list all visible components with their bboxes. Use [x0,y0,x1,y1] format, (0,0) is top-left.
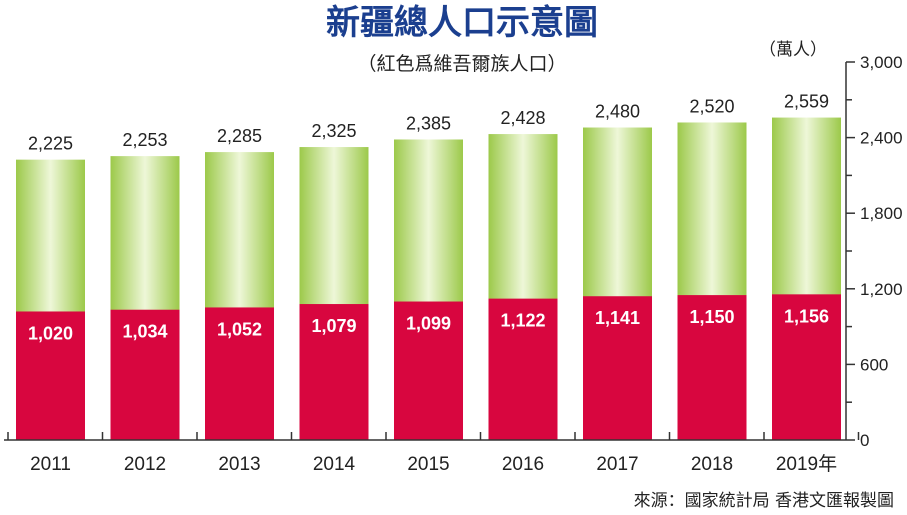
y-tick-label: 3,000 [860,53,903,72]
axes-layer: 2011 2012 2013 2014 2015 2016 2017 2018 2019年 0 60… [4,53,903,475]
x-tick-label: 2015 [407,454,449,475]
uyghur-value-label: 1,079 [311,316,356,336]
total-value-label: 2,520 [689,96,734,116]
total-value-label: 2,385 [406,113,451,133]
total-value-label: 2,285 [217,126,262,146]
uyghur-bar-2016 [488,298,558,440]
chart-title: 新疆總人口示意圖 [326,3,598,43]
total-value-label: 2,225 [28,134,73,154]
bars-layer: 2,225 1,020 2,253 1,034 2,285 1,052 2,325 1,079… [16,92,841,441]
uyghur-value-label: 1,122 [500,311,545,331]
total-value-label: 2,253 [122,130,167,150]
y-tick-label: 1,800 [860,204,903,223]
uyghur-value-label: 1,150 [689,307,734,327]
uyghur-bar-2013 [205,307,274,440]
uyghur-value-label: 1,141 [595,308,640,328]
uyghur-bar-2014 [299,304,369,440]
uyghur-value-label: 1,156 [784,306,829,326]
y-tick-label: 0 [860,431,869,450]
uyghur-bar-2019年 [772,294,841,440]
uyghur-value-label: 1,052 [217,319,262,339]
uyghur-bar-2018 [677,295,747,440]
uyghur-value-label: 1,020 [28,323,73,343]
source-note: 來源：國家統計局 香港文匯報製圖 [634,491,894,511]
x-tick-label: 2013 [218,454,260,475]
y-tick-label: 600 [860,355,888,374]
total-value-label: 2,325 [311,121,356,141]
uyghur-bar-2017 [583,296,652,440]
total-value-label: 2,428 [500,108,545,128]
y-axis-unit: （萬人） [759,40,827,60]
uyghur-bar-2012 [110,309,180,440]
x-tick-label: 2019年 [776,453,837,475]
uyghur-bar-2011 [16,311,85,440]
total-value-label: 2,480 [595,102,640,122]
x-tick-label: 2014 [313,454,356,475]
uyghur-value-label: 1,099 [406,314,451,334]
y-tick-label: 1,200 [860,280,903,299]
x-tick-label: 2016 [502,454,544,475]
y-tick-label: 2,400 [860,129,903,148]
x-tick-label: 2011 [30,454,71,475]
chart-subtitle: （紅色爲維吾爾族人口） [357,53,566,75]
uyghur-bar-2015 [394,301,463,440]
uyghur-value-label: 1,034 [122,322,167,342]
x-tick-label: 2012 [124,454,166,475]
total-value-label: 2,559 [784,92,829,112]
x-tick-label: 2017 [596,454,638,475]
x-tick-label: 2018 [691,454,733,475]
